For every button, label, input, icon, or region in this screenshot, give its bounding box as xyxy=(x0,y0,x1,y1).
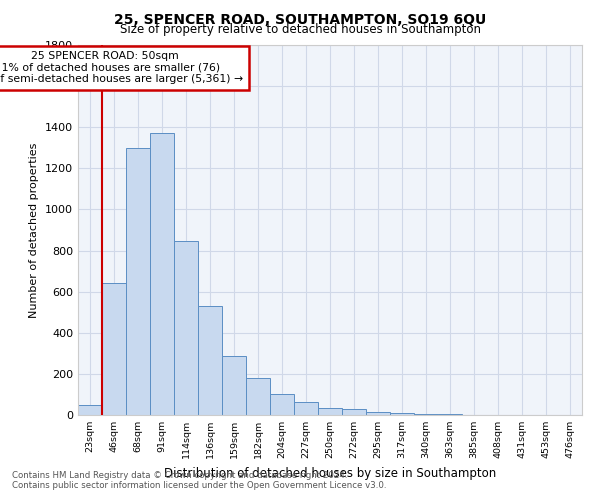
Bar xyxy=(174,242,198,415)
Bar xyxy=(414,414,438,415)
Text: 25, SPENCER ROAD, SOUTHAMPTON, SO19 6QU: 25, SPENCER ROAD, SOUTHAMPTON, SO19 6QU xyxy=(114,12,486,26)
Bar xyxy=(366,412,390,415)
Bar xyxy=(318,408,342,415)
Bar xyxy=(438,414,462,415)
Bar xyxy=(198,306,222,415)
Bar xyxy=(150,134,174,415)
Bar xyxy=(246,378,270,415)
Bar xyxy=(390,413,414,415)
Bar xyxy=(222,356,246,415)
Bar xyxy=(78,404,102,415)
Text: Size of property relative to detached houses in Southampton: Size of property relative to detached ho… xyxy=(119,24,481,36)
Text: Contains HM Land Registry data © Crown copyright and database right 2024.: Contains HM Land Registry data © Crown c… xyxy=(12,471,347,480)
Text: Contains public sector information licensed under the Open Government Licence v3: Contains public sector information licen… xyxy=(12,481,386,490)
Bar xyxy=(270,394,294,415)
Bar xyxy=(342,410,366,415)
Bar xyxy=(102,284,126,415)
Bar xyxy=(294,402,318,415)
Y-axis label: Number of detached properties: Number of detached properties xyxy=(29,142,40,318)
X-axis label: Distribution of detached houses by size in Southampton: Distribution of detached houses by size … xyxy=(164,466,496,479)
Text: 25 SPENCER ROAD: 50sqm
← 1% of detached houses are smaller (76)
99% of semi-deta: 25 SPENCER ROAD: 50sqm ← 1% of detached … xyxy=(0,51,244,84)
Bar xyxy=(126,148,150,415)
